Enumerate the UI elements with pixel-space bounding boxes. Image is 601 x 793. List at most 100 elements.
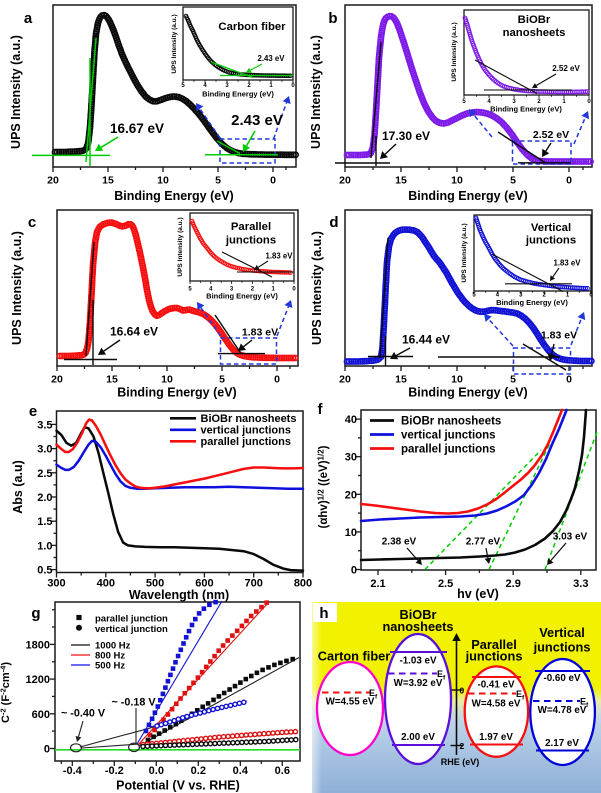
svg-text:2: 2 — [543, 293, 547, 299]
svg-text:10: 10 — [161, 374, 173, 386]
svg-text:b: b — [328, 10, 337, 27]
svg-text:1800: 1800 — [26, 639, 50, 651]
svg-text:2.0: 2.0 — [37, 492, 52, 504]
svg-text:20: 20 — [345, 489, 357, 501]
svg-text:0.4: 0.4 — [233, 765, 249, 777]
svg-text:2: 2 — [537, 99, 541, 105]
svg-text:600: 600 — [195, 578, 213, 590]
svg-text:c: c — [28, 214, 36, 231]
svg-text:Ef: Ef — [516, 689, 525, 702]
svg-text:2: 2 — [460, 741, 465, 751]
svg-text:W=3.92 eV: W=3.92 eV — [394, 678, 443, 689]
svg-text:1000 Hz: 1000 Hz — [95, 641, 131, 652]
svg-text:15: 15 — [395, 175, 407, 187]
svg-text:UPS Intensity (a.u.): UPS Intensity (a.u.) — [177, 217, 184, 276]
svg-text:W=4.55 eV: W=4.55 eV — [326, 697, 375, 708]
svg-text:junctions: junctions — [525, 235, 576, 247]
svg-text:2.43 eV: 2.43 eV — [231, 112, 283, 129]
svg-text:5: 5 — [181, 83, 185, 89]
svg-text:20: 20 — [339, 374, 351, 386]
svg-text:1.83 eV: 1.83 eV — [242, 327, 278, 339]
svg-text:300: 300 — [47, 578, 65, 590]
svg-text:1.97 eV: 1.97 eV — [479, 732, 513, 743]
svg-text:20: 20 — [47, 175, 59, 187]
svg-text:5: 5 — [510, 175, 516, 187]
svg-text:700: 700 — [245, 578, 263, 590]
svg-text:nanosheets: nanosheets — [382, 619, 453, 634]
svg-text:h: h — [319, 605, 328, 622]
svg-text:4: 4 — [487, 99, 491, 105]
svg-text:hv (eV): hv (eV) — [457, 587, 499, 601]
svg-text:Ef: Ef — [580, 697, 589, 710]
svg-text:UPS Intensity (a.u.): UPS Intensity (a.u.) — [171, 14, 178, 73]
svg-text:W=4.78 eV: W=4.78 eV — [538, 705, 587, 716]
svg-text:1200: 1200 — [26, 674, 50, 686]
svg-text:2.1: 2.1 — [370, 578, 385, 590]
svg-text:~ -0.18 V: ~ -0.18 V — [111, 697, 156, 709]
svg-text:C-2 (F-2cm-4): C-2 (F-2cm-4) — [0, 662, 12, 723]
svg-text:3: 3 — [230, 287, 234, 293]
svg-text:5: 5 — [462, 99, 466, 105]
svg-text:g: g — [31, 605, 40, 622]
svg-text:BiOBr: BiOBr — [518, 14, 551, 26]
svg-text:1.0: 1.0 — [37, 540, 52, 552]
svg-text:W=4.58 eV: W=4.58 eV — [472, 699, 521, 710]
svg-text:junctions: junctions — [465, 649, 523, 664]
svg-text:RHE (eV): RHE (eV) — [441, 757, 480, 767]
svg-text:3: 3 — [225, 83, 229, 89]
svg-text:nanosheets: nanosheets — [503, 27, 566, 39]
svg-text:10: 10 — [157, 175, 169, 187]
svg-text:4: 4 — [203, 83, 207, 89]
svg-text:Parallel: Parallel — [231, 221, 271, 233]
svg-text:-1.03 eV: -1.03 eV — [399, 656, 437, 667]
svg-text:1: 1 — [566, 293, 570, 299]
svg-text:15: 15 — [106, 374, 118, 386]
svg-text:0: 0 — [587, 99, 591, 105]
svg-text:400: 400 — [97, 578, 115, 590]
svg-text:Potential (V vs. RHE): Potential (V vs. RHE) — [116, 779, 240, 793]
svg-text:16.44 eV: 16.44 eV — [402, 333, 450, 347]
svg-text:2.00 eV: 2.00 eV — [401, 732, 435, 743]
svg-text:17.30 eV: 17.30 eV — [382, 129, 430, 143]
svg-text:UPS Intensity (a.u.): UPS Intensity (a.u.) — [9, 35, 23, 149]
svg-text:~ -0.40 V: ~ -0.40 V — [61, 708, 106, 720]
svg-text:4: 4 — [496, 293, 500, 299]
svg-text:2.9: 2.9 — [506, 578, 521, 590]
svg-text:5: 5 — [188, 287, 192, 293]
svg-text:junctions: junctions — [225, 235, 276, 247]
svg-text:20: 20 — [51, 374, 63, 386]
svg-text:BiOBr: BiOBr — [400, 607, 437, 622]
svg-text:2.17 eV: 2.17 eV — [545, 738, 579, 749]
svg-text:600: 600 — [32, 709, 50, 721]
svg-text:0.5: 0.5 — [37, 565, 52, 577]
svg-text:vertical junctions: vertical junctions — [201, 425, 291, 437]
svg-text:(αhv)1/2 ((eV)1/2): (αhv)1/2 ((eV)1/2) — [317, 445, 331, 528]
svg-text:2: 2 — [247, 83, 251, 89]
svg-text:0: 0 — [270, 175, 276, 187]
svg-text:0: 0 — [292, 287, 296, 293]
svg-text:30: 30 — [345, 452, 357, 464]
svg-text:0: 0 — [460, 686, 465, 696]
svg-text:3.03 eV: 3.03 eV — [553, 532, 588, 543]
svg-text:Ef: Ef — [437, 669, 446, 682]
svg-text:15: 15 — [102, 175, 114, 187]
svg-text:10: 10 — [451, 374, 463, 386]
svg-text:junctions: junctions — [533, 640, 591, 655]
svg-text:20: 20 — [339, 175, 351, 187]
svg-text:UPS Intensity (a.u.): UPS Intensity (a.u.) — [309, 35, 323, 149]
svg-text:2.38 eV: 2.38 eV — [382, 537, 417, 548]
svg-text:3.0: 3.0 — [37, 444, 52, 456]
svg-text:2.77 eV: 2.77 eV — [466, 537, 501, 548]
svg-text:vertical junction: vertical junction — [95, 624, 168, 635]
svg-text:-0.2: -0.2 — [105, 765, 124, 777]
svg-text:Binding Energy (eV): Binding Energy (eV) — [408, 386, 527, 400]
svg-text:e: e — [29, 403, 37, 420]
svg-text:40: 40 — [345, 414, 357, 426]
svg-text:UPS Intensity (a.u.): UPS Intensity (a.u.) — [310, 231, 324, 345]
svg-text:-0.4: -0.4 — [63, 765, 83, 777]
svg-text:1: 1 — [272, 287, 276, 293]
svg-text:2.52 eV: 2.52 eV — [533, 129, 569, 141]
svg-text:-0.41 eV: -0.41 eV — [477, 680, 515, 691]
svg-text:Carbon fiber: Carbon fiber — [218, 21, 286, 33]
svg-text:-0.60 eV: -0.60 eV — [543, 673, 581, 684]
